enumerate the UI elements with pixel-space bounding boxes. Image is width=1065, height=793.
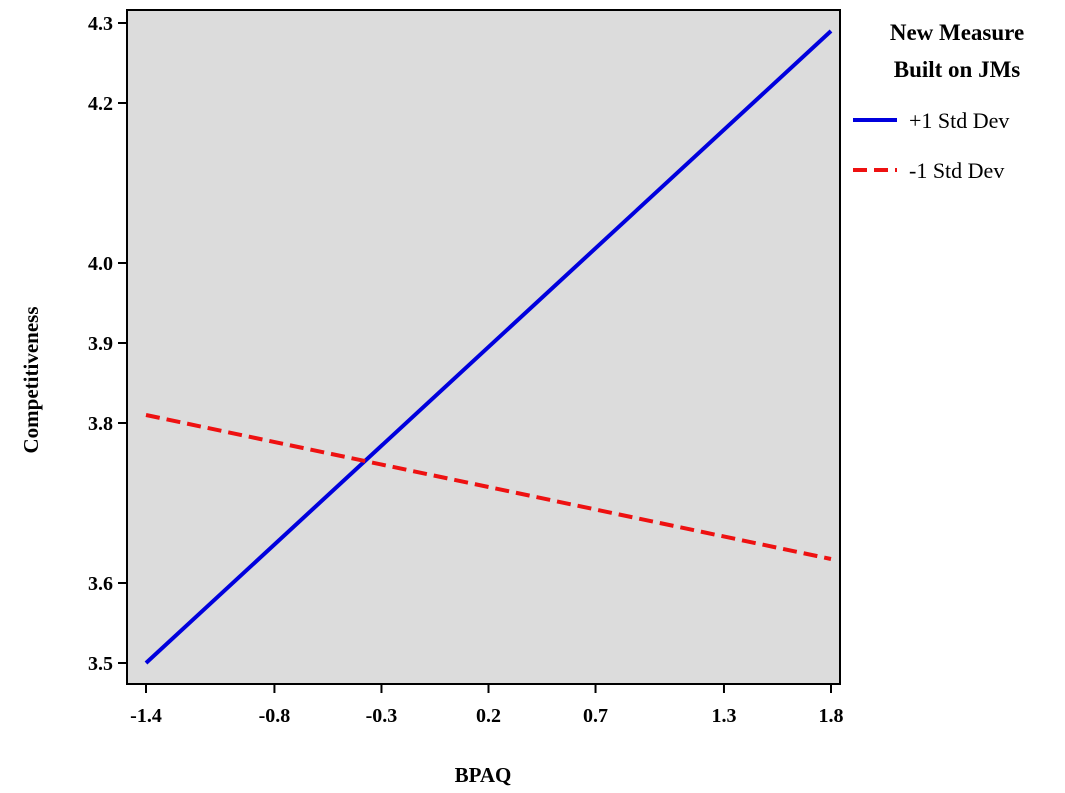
x-tick-label: 1.8	[819, 705, 844, 727]
y-tick-label: 3.8	[88, 413, 113, 435]
x-tick-label: 1.3	[711, 705, 736, 727]
x-tick-label: 0.7	[583, 705, 608, 727]
series-line-2	[145, 413, 832, 561]
y-tick-label: 3.6	[88, 573, 113, 595]
legend-title-line-1: New Measure	[890, 20, 1024, 45]
legend-label-2: -1 Std Dev	[909, 158, 1004, 183]
legend: New Measure Built on JMs +1 Std Dev -1 St…	[853, 20, 1024, 183]
legend-title-line-2: Built on JMs	[894, 57, 1021, 82]
x-axis-ticks: -1.4 -0.8 -0.3 0.2 0.7 1.3 1.8	[130, 684, 844, 727]
y-tick-label: 3.9	[88, 333, 113, 355]
series-layer	[144, 29, 833, 665]
x-axis-title: BPAQ	[455, 763, 512, 787]
y-axis-ticks: 3.5 3.6 3.8 3.9 4.0 4.2 4.3	[88, 13, 127, 675]
x-tick-label: -0.3	[366, 705, 398, 727]
legend-label-1: +1 Std Dev	[909, 108, 1009, 133]
y-axis-title: Competitiveness	[19, 307, 43, 454]
y-tick-label: 4.3	[88, 13, 113, 35]
y-tick-label: 3.5	[88, 653, 113, 675]
x-tick-label: -0.8	[259, 705, 291, 727]
legend-items: +1 Std Dev -1 Std Dev	[853, 108, 1009, 183]
series-line-1	[144, 29, 833, 665]
x-tick-label: 0.2	[476, 705, 501, 727]
y-tick-label: 4.2	[88, 93, 113, 115]
x-tick-label: -1.4	[130, 705, 162, 727]
y-tick-label: 4.0	[88, 253, 113, 275]
